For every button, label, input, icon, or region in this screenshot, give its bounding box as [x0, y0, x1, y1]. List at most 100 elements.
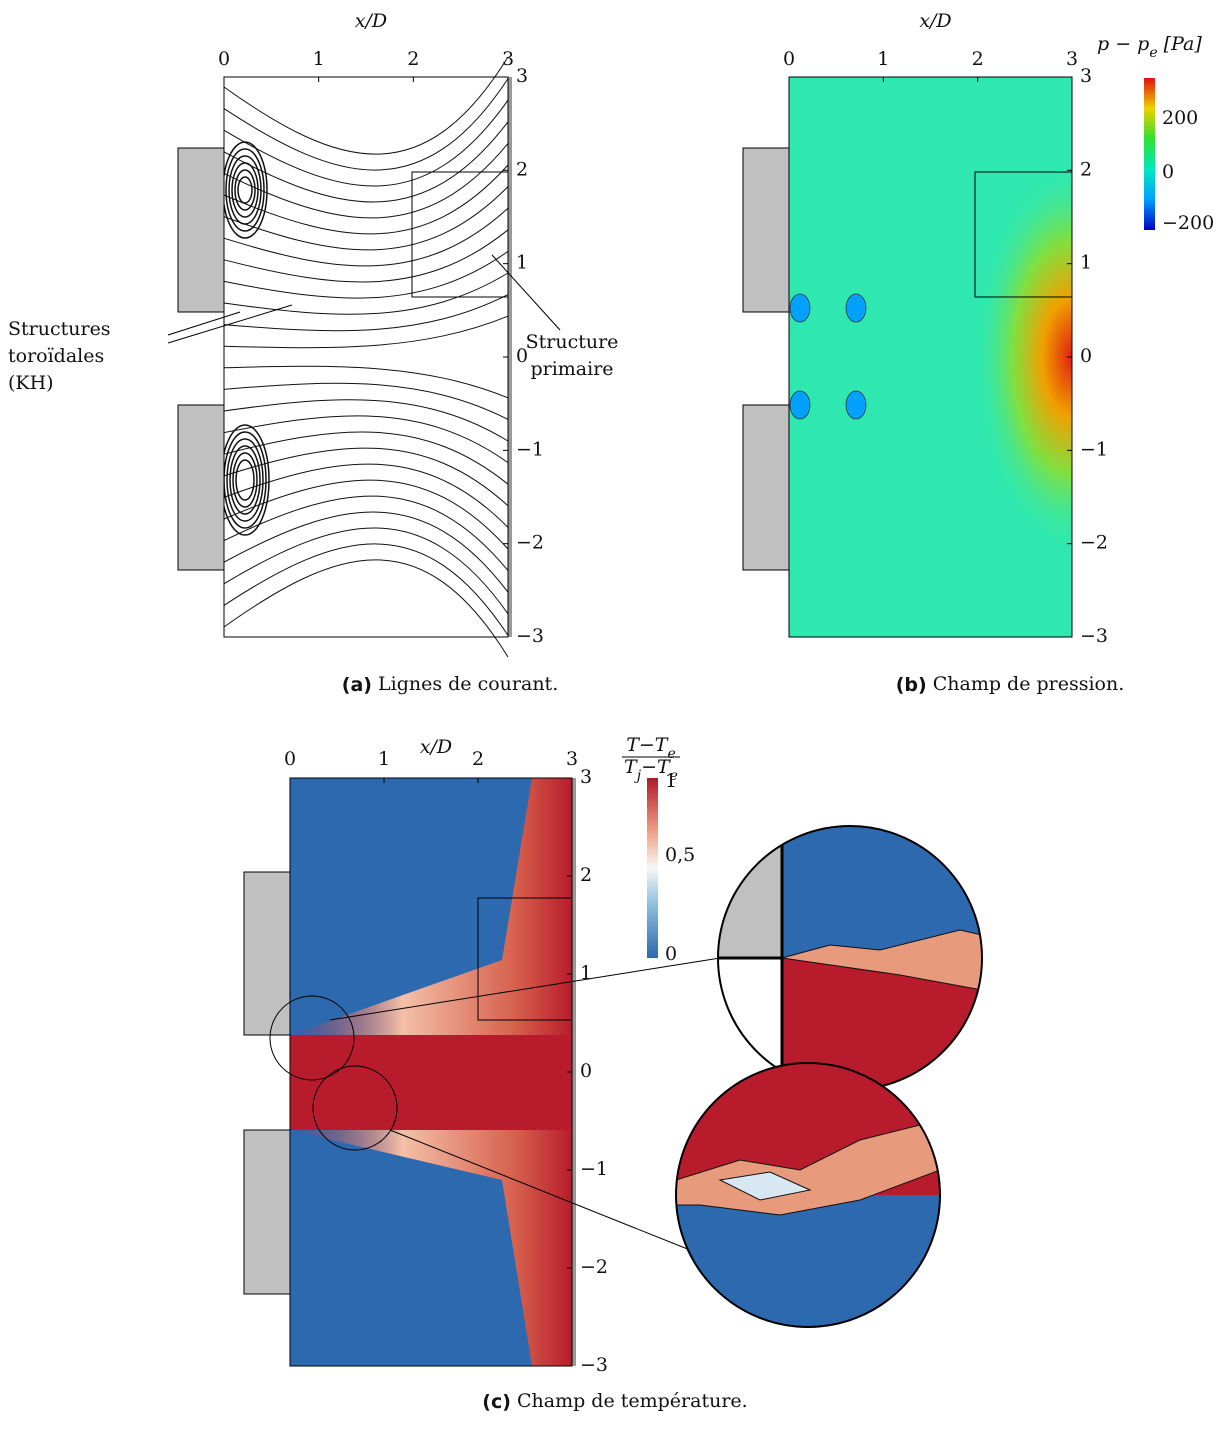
y-tick-label: −2 [580, 1256, 608, 1278]
strip [508, 77, 512, 637]
y-tick-label: 0 [516, 345, 528, 367]
field [224, 77, 508, 637]
vortex [229, 445, 261, 515]
zoom-box [477, 897, 573, 1021]
x-tick-label: 2 [472, 748, 484, 770]
colorbar-tick-label: −200 [1162, 212, 1214, 234]
caption: (a) Lignes de courant. [342, 673, 558, 696]
x-tick-label: 2 [972, 48, 984, 70]
streamline [223, 229, 509, 283]
y-tick-label: −1 [580, 1158, 608, 1180]
y-tick-label: 2 [580, 864, 592, 886]
x-tick-label: 1 [877, 48, 889, 70]
caption-label: (c) [482, 1391, 511, 1413]
y-tick-label: 3 [516, 65, 528, 87]
colorbar-tick-label: 0 [1162, 161, 1174, 183]
y-tick-label: −3 [516, 625, 544, 647]
jet-core [290, 1035, 572, 1130]
vortex [225, 148, 265, 232]
streamline [223, 164, 509, 235]
y-tick-label: −2 [1080, 532, 1108, 554]
text-part: e [1149, 45, 1157, 61]
x-tick-label: 0 [783, 48, 795, 70]
y-tick-label: −2 [516, 532, 544, 554]
y-tick-label: 3 [580, 766, 592, 788]
x-axis-label: x/D [420, 736, 452, 758]
leader [167, 311, 241, 336]
vortex [232, 452, 258, 508]
zoom-leader [389, 1129, 691, 1251]
annotation: Structures [8, 318, 111, 340]
x-axis-label: x/D [919, 10, 951, 32]
zoom-box [411, 171, 509, 298]
annotation: primaire [530, 358, 613, 380]
y-tick-label: 3 [1080, 65, 1092, 87]
zoom-view [718, 826, 982, 1090]
caption-text: Champ de température. [517, 1390, 748, 1412]
leader [491, 254, 561, 331]
colorbar-tick-label: 1 [665, 770, 677, 792]
streamline [223, 382, 509, 420]
streamline [223, 294, 509, 332]
zoom-source [312, 1065, 398, 1151]
streamline [223, 495, 509, 571]
streamline [223, 431, 509, 485]
zoom-leader [329, 957, 721, 1021]
pressure-core [845, 293, 867, 323]
colorbar-tick-label: 0,5 [665, 844, 695, 866]
x-tick-label: 1 [378, 748, 390, 770]
x-tick-label: 3 [1066, 48, 1078, 70]
colorbar [647, 778, 658, 958]
y-tick-label: 0 [580, 1060, 592, 1082]
y-tick-label: 2 [516, 158, 528, 180]
caption: (b) Champ de pression. [896, 673, 1125, 696]
annotation: (KH) [8, 372, 54, 394]
text-part: T [624, 756, 638, 778]
zoom-blue [676, 1195, 940, 1327]
caption-text: Champ de pression. [933, 673, 1125, 695]
streamline [223, 121, 509, 203]
nozzle-wall [177, 147, 225, 313]
streamline [223, 56, 509, 155]
streamline [223, 250, 509, 299]
leader [167, 304, 293, 344]
vortex [231, 162, 259, 218]
nozzle-wall [243, 871, 291, 1036]
text-part: e [670, 768, 678, 784]
y-tick-label: −3 [1080, 625, 1108, 647]
y-tick-label: 0 [1080, 345, 1092, 367]
y-tick-label: 1 [516, 252, 528, 274]
text-part: [Pa] [1158, 33, 1203, 55]
nozzle-wall [742, 404, 790, 571]
text-part: −T [641, 756, 671, 778]
colorbar-tick-label: 200 [1162, 107, 1198, 129]
pressure-core [845, 390, 867, 420]
pressure-core [789, 293, 811, 323]
x-tick-label: 3 [566, 748, 578, 770]
vortex [228, 155, 262, 225]
pressure-peak [789, 77, 1072, 637]
text-part: j [634, 768, 642, 784]
colorbar-title: p − pe [Pa] [1097, 33, 1202, 61]
streamline [223, 527, 509, 615]
annotation: toroïdales [8, 345, 104, 367]
y-tick-label: −1 [1080, 438, 1108, 460]
zoom-frame [675, 1062, 941, 1328]
nozzle-wall [243, 1129, 291, 1295]
text-part: T−T [626, 734, 669, 756]
caption: (c) Champ de température. [482, 1390, 747, 1413]
annotation: Structure [526, 331, 619, 353]
streamline [223, 186, 509, 251]
streamline [223, 415, 509, 464]
zoom-mix [781, 929, 982, 991]
zoom-mix-light [718, 1171, 812, 1201]
streamline [223, 99, 509, 187]
x-tick-label: 0 [218, 48, 230, 70]
colorbar-numerator: T−Te [626, 734, 676, 762]
streamline [223, 315, 509, 349]
streamline [223, 365, 509, 399]
y-tick-label: 1 [1080, 252, 1092, 274]
colorbar-tick-label: 0 [665, 943, 677, 965]
vortex [234, 169, 256, 211]
